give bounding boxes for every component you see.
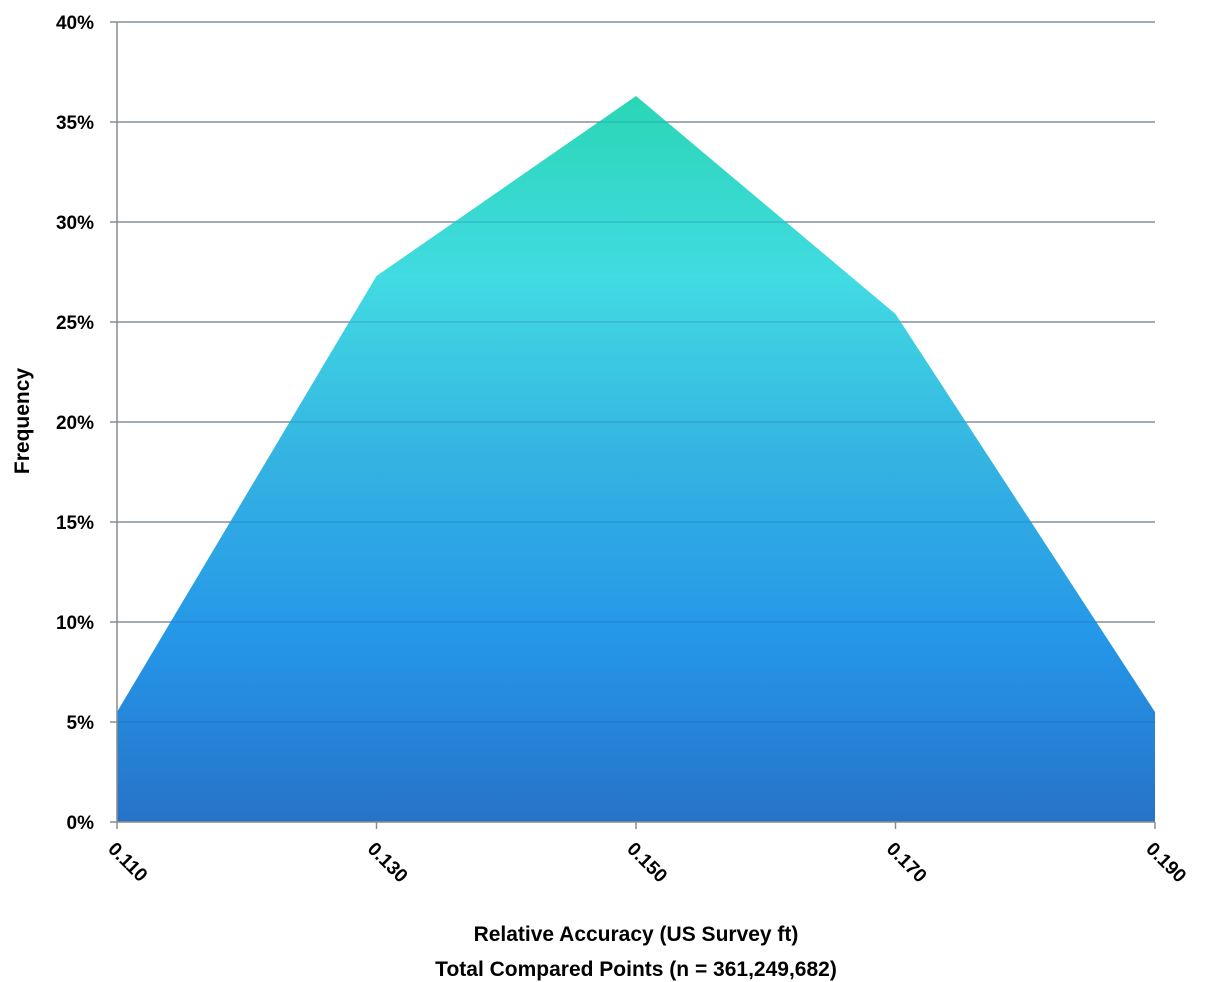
- x-tick-labels: 0.110 0.130 0.150 0.170 0.190: [103, 839, 1189, 887]
- y-tick-label: 15%: [56, 513, 94, 534]
- y-tick-label: 35%: [56, 113, 94, 134]
- y-tick-label: 5%: [67, 713, 95, 734]
- y-tick-label: 0%: [67, 813, 95, 834]
- area-series-0: [117, 96, 1155, 822]
- area-series: [117, 96, 1155, 822]
- x-axis-title-line-1: Relative Accuracy (US Survey ft): [474, 923, 799, 946]
- y-tick-label: 30%: [56, 213, 94, 234]
- x-tick-label: 0.110: [103, 839, 151, 887]
- x-tick-label: 0.170: [882, 839, 930, 887]
- x-tick-label: 0.150: [622, 839, 670, 887]
- y-tick-labels: 0% 5% 10% 15% 20% 25% 30% 35% 40%: [56, 13, 94, 834]
- x-tick-label: 0.190: [1141, 839, 1189, 887]
- y-tick-label: 40%: [56, 13, 94, 34]
- y-tick-label: 10%: [56, 613, 94, 634]
- x-axis-title-line-2: Total Compared Points (n = 361,249,682): [435, 958, 837, 981]
- y-tick-label: 25%: [56, 313, 94, 334]
- overlay-gridlines: [117, 21, 1155, 723]
- x-tick-label: 0.130: [363, 839, 411, 887]
- y-axis-title: Frequency: [11, 368, 34, 475]
- y-tick-label: 20%: [56, 413, 94, 434]
- axes: [110, 21, 1156, 829]
